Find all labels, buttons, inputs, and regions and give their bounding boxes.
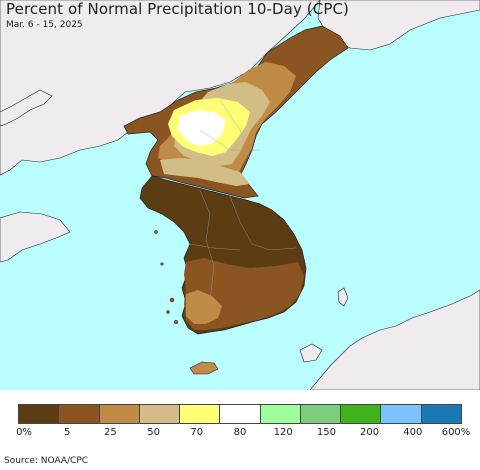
legend-label-4: 70: [190, 427, 204, 438]
legend-label-1: 5: [64, 427, 71, 438]
legend-labels: 0% 5 25 50 70 80 120 150 200 400 600%: [0, 427, 480, 441]
legend-swatch-0: [19, 405, 60, 423]
liaodong-peninsula: [0, 89, 53, 127]
province-boundaries: [189, 99, 297, 301]
legend-swatch-6: [260, 405, 301, 423]
legend-swatch-7: [300, 405, 342, 423]
legend-label-6: 120: [273, 427, 293, 438]
japan-landmass: [309, 289, 480, 390]
map-title: Percent of Normal Precipitation 10-Day (…: [6, 0, 349, 18]
japan-island-south: [299, 343, 323, 363]
map-area: [0, 0, 480, 390]
source-credit: Source: NOAA/CPC: [4, 456, 89, 466]
legend-swatch-9: [381, 405, 422, 423]
legend-label-2: 25: [104, 427, 117, 438]
north-korea-south-strip: [160, 158, 250, 186]
legend-swatch-4: [180, 405, 221, 423]
legend-label-7: 150: [316, 427, 336, 438]
legend-label-10: 600%: [441, 427, 471, 438]
legend-label-0: 0%: [16, 427, 32, 438]
legend-swatch-5: [220, 405, 261, 423]
legend-colorbar: [18, 404, 462, 424]
legend-label-3: 50: [147, 427, 160, 438]
map-canvas: [0, 0, 480, 390]
north-korea-white-zone: [178, 110, 226, 146]
legend-label-5: 80: [233, 427, 247, 438]
coastal-islands: [154, 230, 178, 325]
jeju-island: [189, 361, 219, 375]
shandong-peninsula: [0, 211, 71, 263]
tsushima-island: [337, 287, 349, 307]
map-date-range: Mar. 6 - 15, 2025: [6, 20, 83, 30]
legend-swatch-3: [139, 405, 181, 423]
legend-label-8: 200: [360, 427, 380, 438]
legend-label-9: 400: [403, 427, 423, 438]
legend-swatch-10: [421, 405, 461, 423]
legend-swatch-2: [99, 405, 140, 423]
legend-swatch-1: [59, 405, 100, 423]
legend-swatch-8: [341, 405, 382, 423]
south-korea-southwest-zone: [186, 290, 222, 324]
